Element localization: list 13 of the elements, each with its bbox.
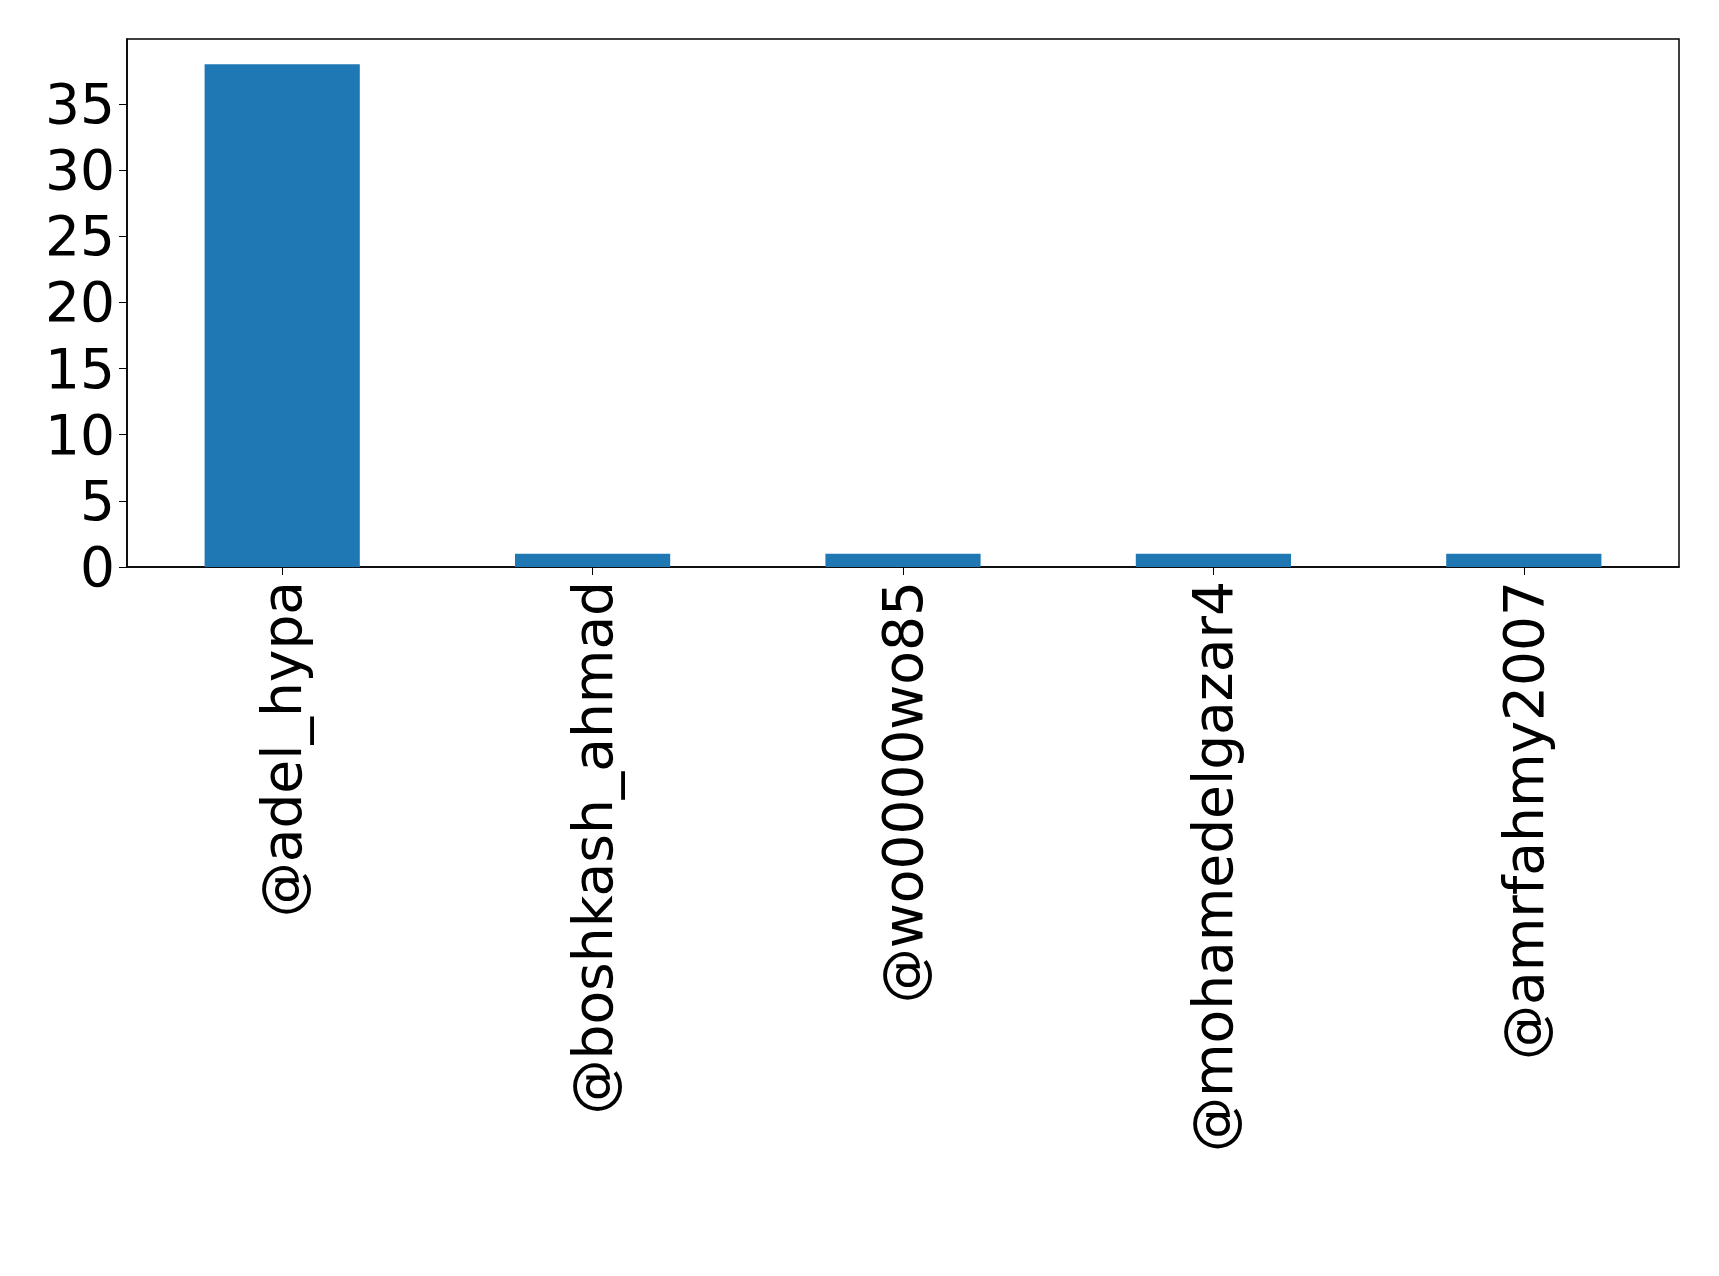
- y-tick-label: 30: [45, 138, 115, 203]
- x-tick-label: @amrfahmy2007: [1491, 581, 1556, 1060]
- y-tick-label: 25: [45, 204, 115, 269]
- x-tick-label: @adel_hypa: [250, 581, 315, 918]
- y-tick-label: 20: [45, 270, 115, 335]
- x-tick-label: @wo0000wo85: [871, 581, 935, 1004]
- y-tick-label: 5: [80, 468, 115, 533]
- y-tick-label: 0: [80, 535, 115, 599]
- y-tick-label: 15: [45, 336, 115, 401]
- x-tick-label: @mohamedelgazar4: [1181, 581, 1246, 1153]
- x-tick-label: @boshkash_ahmad: [560, 581, 625, 1115]
- y-tick-label: 35: [45, 71, 115, 136]
- y-tick-label: 10: [45, 402, 115, 467]
